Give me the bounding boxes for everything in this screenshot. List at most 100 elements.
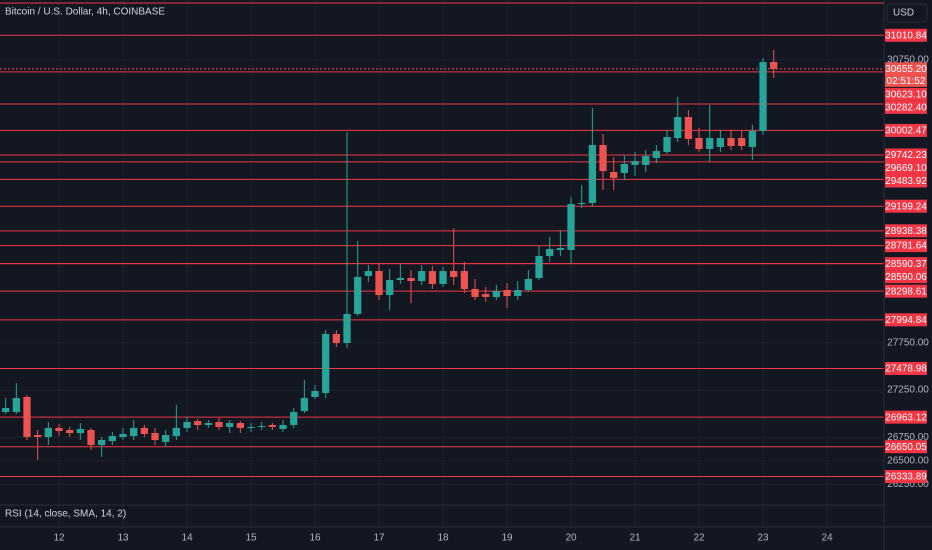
candle-body: [354, 276, 362, 314]
levels: [0, 34, 884, 478]
price-label: 29742.23: [885, 150, 927, 161]
candle-body: [119, 433, 127, 437]
candle-body: [556, 248, 564, 250]
price-label-box: [885, 161, 927, 175]
candle-body: [706, 138, 714, 149]
price-label: 26963.12: [885, 412, 927, 423]
candle-body: [311, 391, 319, 397]
candle-body: [364, 271, 372, 277]
price-label: 30002.47: [885, 126, 927, 137]
candle-body: [588, 145, 596, 204]
candle-body: [642, 156, 650, 165]
x-tick-label: 12: [53, 533, 65, 544]
candle-body: [290, 411, 298, 425]
price-label: 28590.06: [885, 272, 927, 283]
price-label-box: [885, 174, 927, 188]
candle-body: [375, 271, 383, 295]
candle-body: [460, 271, 468, 289]
price-label-box: [885, 62, 927, 76]
candle-body: [332, 333, 340, 344]
candle-body: [76, 428, 84, 434]
x-tick-label: 20: [565, 533, 577, 544]
candle-body: [727, 138, 735, 147]
price-label-box: [885, 123, 927, 137]
price-label-box: [885, 87, 927, 101]
currency-label[interactable]: USD: [893, 8, 914, 19]
candle-body: [258, 426, 266, 428]
candle-body: [716, 138, 724, 147]
price-label: 28590.37: [885, 259, 927, 270]
candle-body: [34, 435, 42, 437]
price-label-box: [885, 100, 927, 114]
candles: [2, 50, 778, 460]
candle-body: [396, 278, 404, 280]
candle-body: [695, 138, 703, 149]
candle-body: [578, 203, 586, 205]
x-tick-label: 15: [245, 533, 257, 544]
candle-body: [268, 425, 276, 427]
indicator-label: RSI (14, close, SMA, 14, 2): [5, 509, 126, 520]
candle-body: [631, 161, 639, 165]
x-tick-label: 21: [629, 533, 641, 544]
price-label: 27478.98: [885, 364, 927, 375]
countdown-box: [885, 74, 927, 87]
price-label-box: [885, 28, 927, 42]
y-tick-label: 26750.00: [887, 432, 929, 443]
price-label: 30655.20: [885, 64, 927, 75]
currency-button[interactable]: [886, 3, 928, 23]
candle-body: [183, 421, 191, 428]
candle-body: [279, 425, 287, 429]
y-tick-label: 26500.00: [887, 455, 929, 466]
chart-title: Bitcoin / U.S. Dollar, 4h, COINBASE: [5, 7, 165, 18]
candle-body: [439, 271, 447, 284]
y-tick-label: 27750.00: [887, 338, 929, 349]
x-tick-label: 13: [117, 533, 129, 544]
candle-body: [322, 333, 330, 394]
candle-body: [471, 288, 479, 297]
candle-body: [610, 171, 618, 179]
price-label: 26333.89: [885, 472, 927, 483]
candle-body: [482, 293, 490, 297]
x-tick-label: 22: [693, 533, 705, 544]
candle-body: [108, 436, 116, 442]
candle-body: [66, 430, 74, 434]
price-label: 27994.84: [885, 315, 927, 326]
candle-body: [535, 256, 543, 279]
price-label-box: [885, 313, 927, 327]
candle-body: [514, 290, 522, 297]
price-label: 28938.38: [885, 226, 927, 237]
candle-body: [130, 427, 138, 437]
candle-body: [55, 427, 63, 432]
x-tick-label: 23: [757, 533, 769, 544]
price-label-box: [885, 239, 927, 253]
candle-body: [87, 430, 95, 445]
price-label: 30282.40: [885, 102, 927, 113]
price-label: 26650.05: [885, 442, 927, 453]
candle-body: [204, 423, 212, 425]
candle-body: [343, 313, 351, 344]
price-label: 29669.10: [885, 163, 927, 174]
price-label-box: [885, 470, 927, 484]
price-label: 31010.84: [885, 30, 927, 41]
candle-body: [620, 163, 628, 174]
candle-body: [546, 248, 554, 257]
candle-body: [23, 396, 31, 437]
countdown-label: 02:51:52: [887, 76, 926, 87]
price-label-box: [885, 224, 927, 238]
candle-body: [247, 426, 255, 428]
candle-body: [492, 291, 500, 297]
price-label-box: [885, 410, 927, 424]
candle-body: [450, 271, 458, 277]
candle-body: [738, 138, 746, 147]
candle-body: [759, 61, 767, 132]
candle-body: [140, 427, 148, 434]
candle-body: [652, 151, 660, 159]
y-tick-label: 30750.00: [887, 55, 929, 66]
candle-body: [503, 290, 511, 297]
x-tick-label: 17: [373, 533, 385, 544]
candle-body: [748, 131, 756, 147]
price-label: 29199.24: [885, 201, 927, 212]
